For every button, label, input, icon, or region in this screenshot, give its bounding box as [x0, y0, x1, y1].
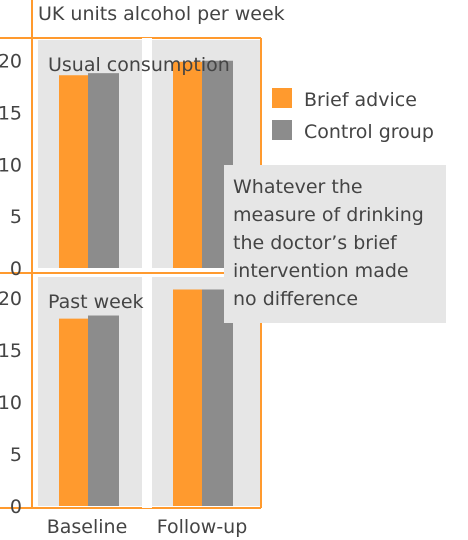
annotation-line-4: intervention made: [233, 260, 409, 282]
bar-panel0-control-group-0: [88, 73, 119, 268]
y-tick-label-panel1: 5: [10, 444, 22, 466]
bars: [59, 60, 233, 506]
y-tick-label-panel1: 20: [0, 288, 22, 310]
panel-title-usual: Usual consumption: [48, 54, 230, 76]
annotation-text: Whatever the measure of drinking the doc…: [233, 176, 430, 310]
bar-panel1-brief-advice-0: [59, 318, 90, 506]
bar-panel1-brief-advice-1: [173, 289, 204, 506]
panel-title-past-week: Past week: [48, 291, 144, 313]
y-tick-label-panel0: 0: [10, 258, 22, 280]
y-tick-label-panel0: 20: [0, 51, 22, 73]
y-tick-label-panel0: 10: [0, 154, 22, 176]
y-tick-label-panel0: 15: [0, 103, 22, 125]
legend-swatch-control-group: [272, 120, 292, 140]
category-label-baseline: Baseline: [47, 516, 128, 538]
panel-separator-1: [142, 275, 152, 508]
panel-separator-0: [142, 38, 152, 270]
annotation-line-5: no difference: [233, 288, 358, 310]
y-tick-label-panel1: 10: [0, 392, 22, 414]
y-ticks: 0 5 10 15 20 0 5 10 15 20: [0, 51, 22, 518]
y-tick-label-panel1: 0: [10, 496, 22, 518]
category-label-follow-up: Follow-up: [157, 516, 248, 538]
bar-panel0-brief-advice-0: [59, 75, 90, 269]
bar-panel1-control-group-0: [88, 315, 119, 506]
bar-panel1-control-group-1: [202, 289, 233, 506]
legend-label-control-group: Control group: [304, 121, 434, 143]
legend-swatch-brief-advice: [272, 88, 292, 108]
y-tick-label-panel1: 15: [0, 340, 22, 362]
axis-title: UK units alcohol per week: [38, 3, 285, 25]
bar-panel0-brief-advice-1: [173, 61, 204, 268]
annotation-box: [224, 165, 446, 323]
annotation-line-2: measure of drinking: [233, 204, 424, 226]
legend-label-brief-advice: Brief advice: [304, 89, 417, 111]
y-tick-label-panel0: 5: [10, 206, 22, 228]
annotation-line-3: the doctor’s brief: [233, 232, 398, 254]
annotation-line-1: Whatever the: [233, 176, 363, 198]
